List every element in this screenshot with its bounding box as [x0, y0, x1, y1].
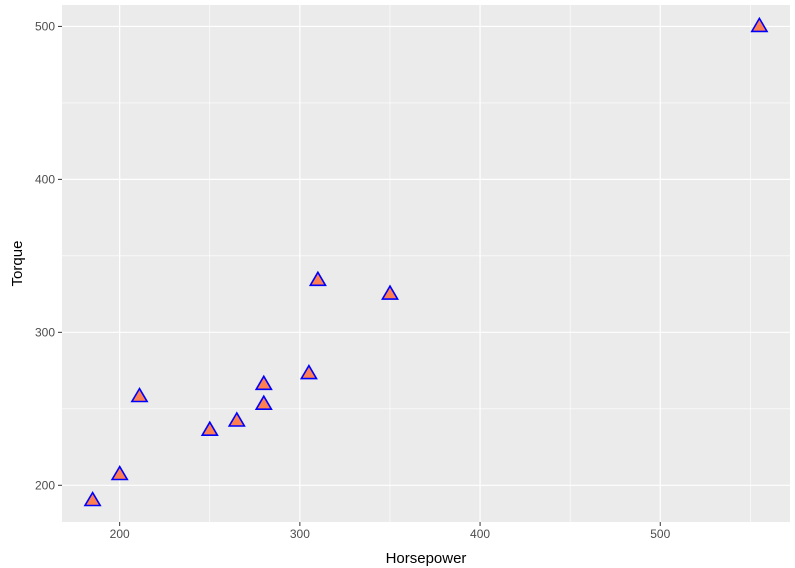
- data-point: [200, 420, 219, 437]
- minor-gridlines: [62, 5, 790, 522]
- x-tick-label: 500: [650, 527, 670, 541]
- data-point: [83, 491, 102, 507]
- data-point: [299, 364, 318, 380]
- data-point: [110, 465, 129, 481]
- x-tick-label: 400: [470, 527, 490, 541]
- data-point: [130, 387, 149, 403]
- data-point: [254, 394, 273, 411]
- y-axis-ticks: 200 300 400 500: [35, 19, 62, 492]
- x-axis-title: Horsepower: [386, 550, 467, 567]
- data-point: [227, 411, 246, 427]
- data-point: [381, 284, 399, 300]
- data-point: [254, 374, 273, 391]
- data-point: [308, 270, 327, 287]
- x-tick-label: 200: [110, 527, 130, 541]
- data-points: [83, 16, 769, 507]
- y-tick-label: 200: [35, 478, 55, 492]
- x-tick-label: 300: [290, 527, 310, 541]
- y-tick-label: 400: [35, 172, 55, 186]
- y-tick-label: 300: [35, 325, 55, 339]
- x-axis-ticks: 200 300 400 500: [110, 522, 671, 541]
- y-axis-title: Torque: [9, 241, 26, 287]
- data-point: [750, 16, 769, 33]
- plot-panel: [62, 5, 790, 522]
- y-tick-label: 500: [35, 19, 55, 33]
- major-gridlines: [62, 5, 790, 522]
